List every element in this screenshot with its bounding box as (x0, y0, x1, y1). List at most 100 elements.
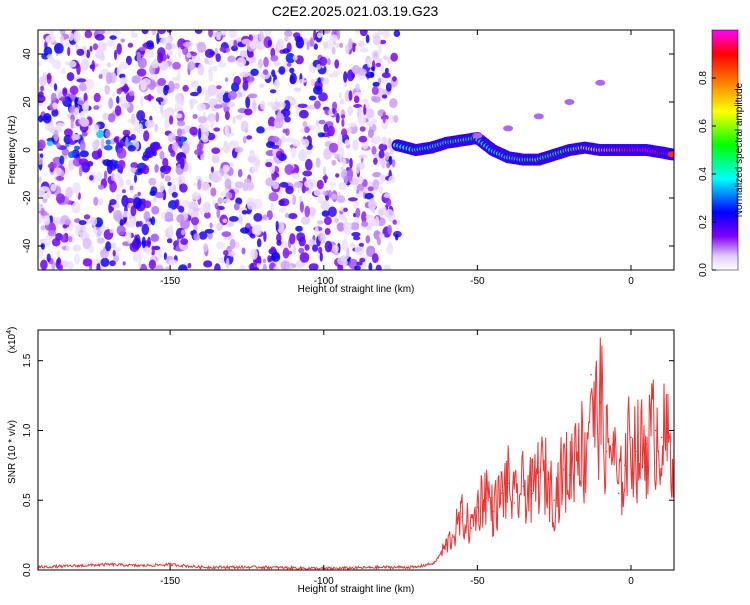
heatmap-cell (338, 182, 347, 191)
heatmap-cell (302, 120, 308, 128)
heatmap-cell (197, 85, 202, 94)
heatmap-cell (392, 76, 397, 82)
heatmap-cell (180, 245, 189, 251)
heatmap-cell (337, 30, 341, 41)
heatmap-cell (266, 125, 275, 131)
heatmap-cell (353, 95, 360, 104)
heatmap-cell (270, 246, 276, 254)
heatmap-cell (295, 225, 303, 232)
heatmap-cell (39, 186, 50, 192)
snr-point (654, 429, 657, 432)
heatmap-cell (230, 140, 240, 148)
heatmap-cell (63, 128, 73, 137)
heatmap-cell (50, 92, 57, 102)
heatmap-cell (293, 87, 302, 92)
heatmap-cell (334, 59, 340, 69)
heatmap-cell (297, 103, 308, 109)
heatmap-cell (368, 218, 377, 227)
heatmap-cell (367, 59, 371, 68)
heatmap-cell (274, 79, 280, 89)
heatmap-cell (225, 192, 233, 200)
snr-background (38, 330, 674, 570)
heatmap-cell (316, 32, 323, 39)
heatmap-cell (278, 207, 287, 213)
heatmap-cell (287, 95, 293, 101)
heatmap-cell (141, 30, 149, 35)
heatmap-cell (203, 243, 209, 253)
heatmap-cell (349, 157, 353, 169)
heatmap-cell (149, 190, 156, 196)
heatmap-cell (121, 189, 126, 194)
heatmap-cell (275, 112, 284, 123)
heatmap-cell (285, 185, 294, 195)
heatmap-cell (267, 116, 276, 128)
heatmap-cell (208, 98, 218, 107)
heatmap-cell (342, 157, 347, 168)
heatmap-cell (207, 84, 217, 96)
heatmap-cell (110, 242, 117, 249)
heatmap-cell (113, 137, 119, 143)
snr-point (433, 562, 436, 564)
heatmap-cell (323, 123, 329, 133)
heatmap-cell (372, 179, 380, 191)
heatmap-cell (218, 61, 227, 68)
heatmap-cell (323, 147, 332, 160)
heatmap-cell (359, 126, 366, 132)
heatmap-cell (102, 112, 109, 121)
heatmap-cell (38, 115, 44, 123)
heatmap-cell (204, 211, 211, 219)
heatmap-cell (222, 164, 230, 173)
heatmap-cell (270, 55, 279, 62)
heatmap-cell (276, 239, 282, 246)
heatmap-cell (210, 166, 214, 173)
heatmap-cell (93, 105, 100, 110)
heatmap-cell (235, 114, 243, 120)
heatmap-cell (208, 68, 212, 74)
heatmap-cell (187, 262, 192, 269)
heatmap-cell (136, 110, 146, 122)
heatmap-cell (92, 140, 99, 152)
heatmap-cell (179, 183, 188, 193)
heatmap-cell (40, 225, 46, 231)
heatmap-cell (347, 105, 354, 116)
heatmap-cell (56, 142, 61, 149)
heatmap-cell (358, 154, 369, 159)
heatmap-cell (329, 181, 337, 188)
heatmap-cell (88, 245, 95, 253)
heatmap-cell (42, 113, 52, 124)
heatmap-cell (283, 100, 291, 112)
heatmap-cell (209, 222, 213, 229)
heatmap-cell (144, 49, 155, 59)
heatmap-cell (141, 223, 150, 236)
heatmap-cell (384, 151, 390, 161)
heatmap-cell (77, 100, 85, 105)
heatmap-cell (141, 164, 150, 175)
snr-point (553, 499, 555, 502)
heatmap-cell (59, 155, 65, 165)
heatmap-cell (342, 239, 348, 251)
heatmap-cell (60, 96, 66, 102)
heatmap-cell (348, 38, 353, 50)
heatmap-cell (350, 222, 360, 231)
heatmap-cell (226, 257, 230, 269)
figure-title: C2E2.2025.021.03.19.G23 (272, 3, 439, 19)
heatmap-cell (343, 225, 352, 236)
heatmap-cell (168, 224, 174, 237)
heatmap-cell (271, 144, 280, 150)
heatmap-cell (251, 165, 259, 173)
snr-point (476, 506, 479, 509)
heatmap-cell (120, 38, 125, 43)
snr-point (138, 565, 141, 567)
heatmap-cell (131, 30, 134, 34)
heatmap-cell (217, 197, 223, 205)
snr-xtick-label: -150 (160, 576, 180, 587)
heatmap-cell (371, 49, 380, 61)
heatmap-cell (223, 250, 229, 256)
heatmap-cell (207, 231, 213, 240)
heatmap-cell (159, 93, 168, 105)
spectrogram-ticks: -150 -100 -50 0 -40 -20 0 20 40 (22, 30, 674, 287)
heatmap-cell (157, 52, 163, 64)
heatmap-cell (316, 220, 324, 225)
heatmap-cell (234, 146, 244, 153)
heatmap-cell (47, 123, 54, 132)
